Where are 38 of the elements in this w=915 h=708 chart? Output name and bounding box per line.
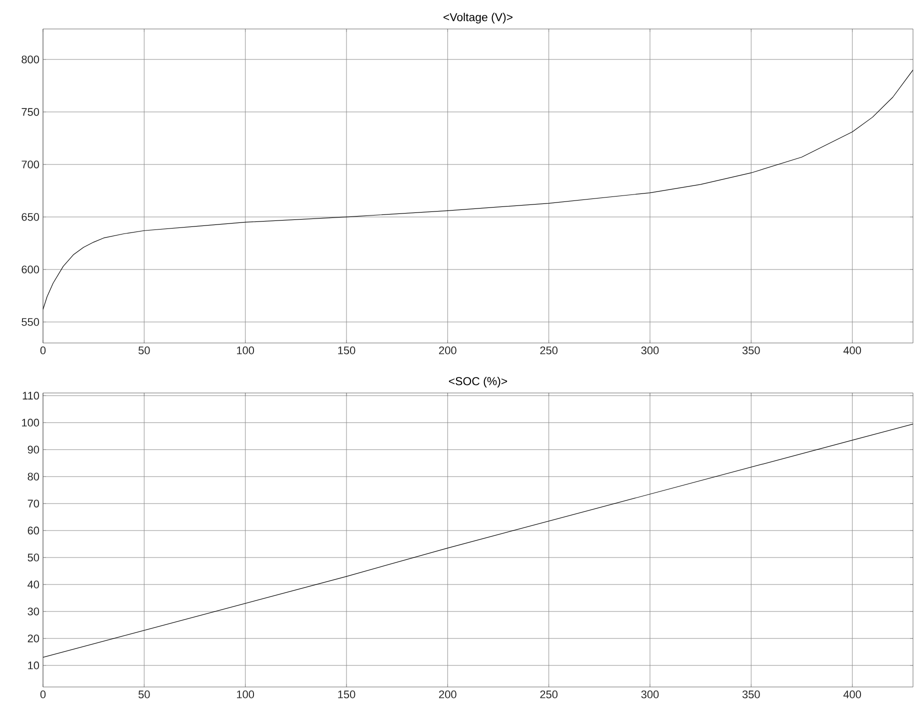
chart-title: <Voltage (V)>: [444, 12, 512, 24]
y-tick-label: 60: [28, 526, 40, 534]
x-tick-label: 0: [40, 690, 46, 698]
x-tick-label: 200: [439, 690, 456, 698]
y-tick-label: 70: [28, 500, 40, 508]
x-tick-label: 350: [742, 690, 760, 698]
x-tick-label: 100: [237, 346, 254, 354]
x-tick-label: 0: [40, 346, 46, 354]
y-tick-label: 600: [22, 266, 40, 274]
y-tick-label: 10: [28, 662, 40, 670]
x-tick-label: 250: [540, 346, 558, 354]
x-tick-label: 50: [138, 690, 150, 698]
y-tick-label: 700: [22, 160, 40, 168]
x-tick-label: 250: [540, 690, 558, 698]
y-tick-label: 90: [28, 446, 40, 454]
x-tick-label: 150: [338, 346, 356, 354]
x-tick-label: 50: [138, 346, 150, 354]
x-tick-label: 100: [237, 690, 254, 698]
x-tick-label: 150: [338, 690, 356, 698]
y-tick-label: 800: [22, 56, 40, 64]
line-series: [43, 70, 914, 310]
x-tick-label: 300: [641, 690, 659, 698]
y-tick-label: 100: [22, 418, 40, 427]
y-tick-label: 750: [22, 108, 40, 116]
y-tick-label: 110: [22, 392, 40, 400]
x-tick-label: 400: [843, 690, 862, 698]
x-tick-label: 200: [439, 346, 456, 354]
y-tick-label: 30: [28, 608, 40, 616]
y-tick-label: 650: [22, 213, 40, 221]
x-tick-label: 400: [843, 346, 862, 354]
y-tick-label: 80: [28, 472, 40, 480]
chart-title: <SOC (%)>: [448, 376, 508, 388]
y-tick-label: 550: [22, 318, 40, 326]
y-tick-label: 20: [28, 634, 40, 642]
y-tick-label: 40: [28, 580, 40, 588]
x-tick-label: 300: [641, 346, 659, 354]
y-tick-label: 50: [28, 554, 40, 562]
x-tick-label: 350: [742, 346, 760, 354]
